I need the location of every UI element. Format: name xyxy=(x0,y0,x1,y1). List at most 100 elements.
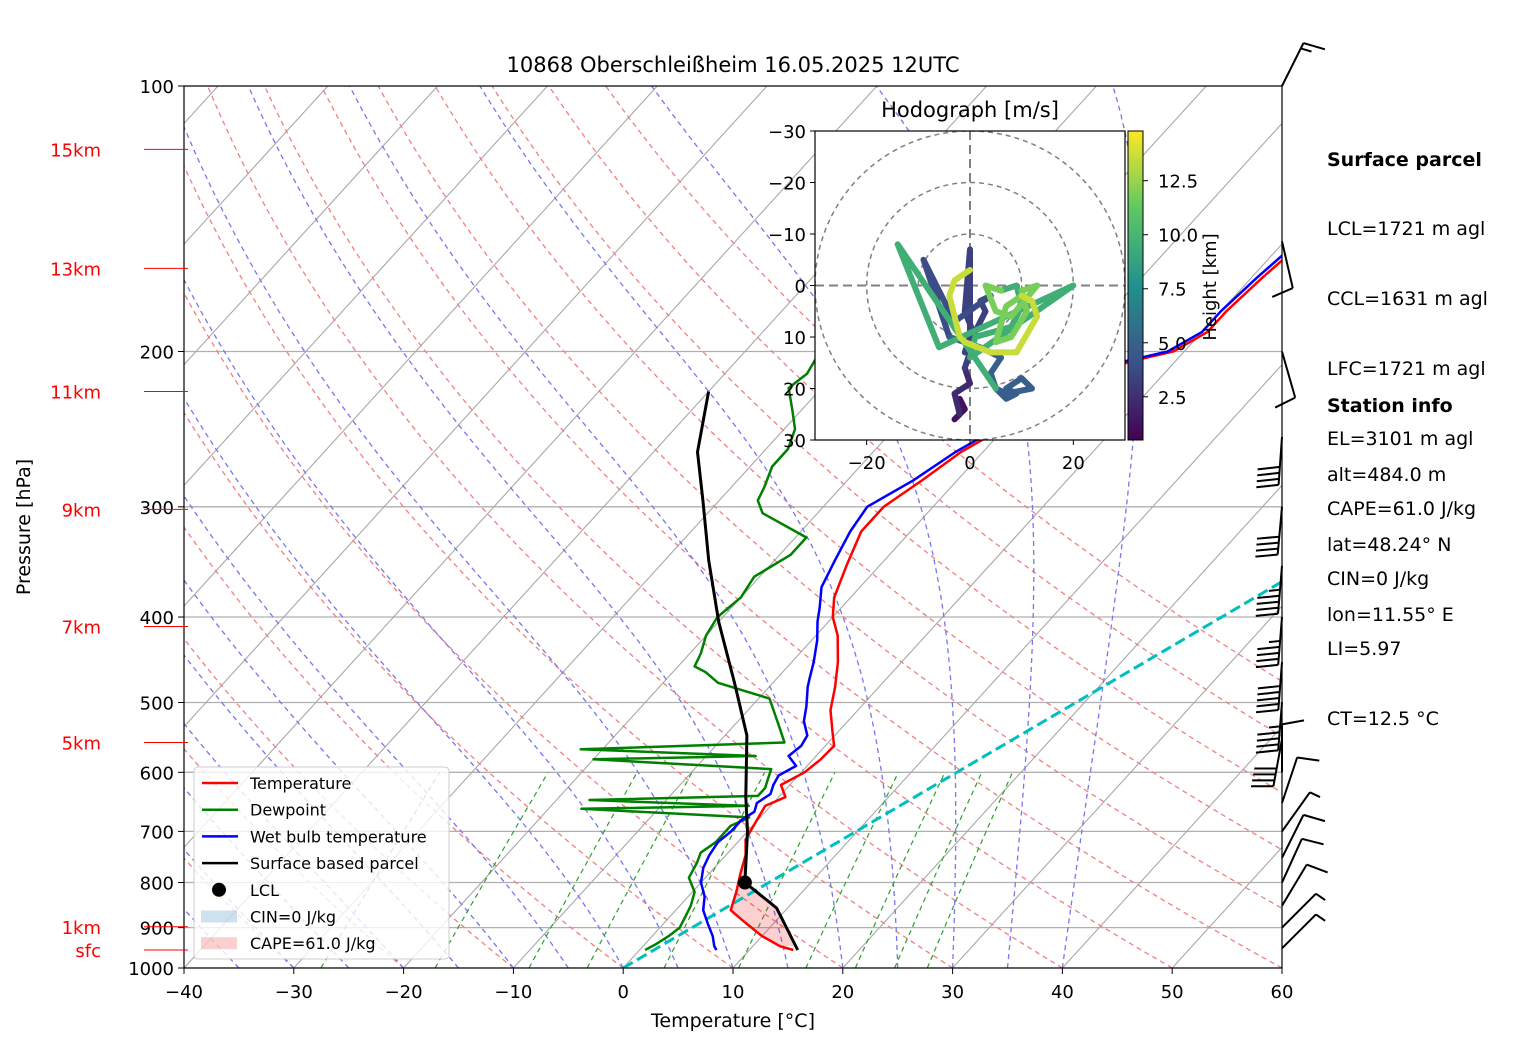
colorbar-label: Height [km] xyxy=(1200,233,1221,340)
station-info-line: lat=48.24° N xyxy=(1327,534,1452,557)
surface-parcel-line: CCL=1631 m agl xyxy=(1327,288,1488,311)
wind-barb-staff xyxy=(1281,892,1317,929)
wind-barb xyxy=(1281,913,1326,950)
mixing-ratio-line xyxy=(663,772,766,968)
wind-barb xyxy=(1281,791,1321,832)
hodograph-y-tick-label: 10 xyxy=(783,328,806,349)
station-info-title: Station info xyxy=(1327,394,1453,417)
hodograph-plot-area xyxy=(815,131,1125,440)
wind-barb-flag xyxy=(1256,651,1280,657)
hodograph-y-tick-label: −30 xyxy=(768,122,806,143)
wind-barb xyxy=(1256,436,1283,489)
wind-barb xyxy=(1255,662,1283,714)
legend-label: Temperature xyxy=(249,774,351,793)
colorbar-tick-label: 2.5 xyxy=(1158,388,1187,409)
wind-barb-flag xyxy=(1256,483,1279,489)
legend-swatch xyxy=(201,937,237,950)
wind-barb xyxy=(1281,813,1326,859)
wind-barb-staff xyxy=(1281,838,1303,883)
legend-swatch xyxy=(212,882,226,897)
wind-barb-flag xyxy=(1274,396,1296,409)
surface-parcel-line: LI=5.97 xyxy=(1327,637,1402,660)
hodograph-y-tick-label: 20 xyxy=(783,380,806,401)
isotherm-gridline xyxy=(184,86,548,487)
colorbar-tick-label: 5.0 xyxy=(1158,334,1187,355)
dry-adiabat xyxy=(263,86,1173,968)
wind-barb xyxy=(1251,738,1283,788)
wind-barb-staff xyxy=(1272,738,1283,787)
legend: Temperature Dewpoint Wet bulb temperature S… xyxy=(193,766,450,960)
wind-barb xyxy=(1281,892,1326,929)
surface-parcel-line xyxy=(696,391,800,951)
wind-barb-staff xyxy=(1277,436,1283,485)
y-tick-label: 600 xyxy=(140,763,174,784)
wind-barb xyxy=(1255,702,1283,754)
wind-barb-staff xyxy=(1277,702,1283,751)
moist-adiabat xyxy=(184,278,679,968)
surface-parcel-title: Surface parcel xyxy=(1327,148,1482,171)
surface-parcel-line: LCL=1721 m agl xyxy=(1327,218,1486,241)
wind-barb-flag xyxy=(1297,756,1320,762)
wind-barb xyxy=(1281,756,1320,804)
wind-barb-flag xyxy=(1257,731,1280,736)
hodograph-trace xyxy=(946,334,1035,402)
dry-adiabat xyxy=(320,86,1282,968)
wind-barb-flag xyxy=(1256,606,1279,611)
wind-barb xyxy=(1281,837,1324,883)
wind-barb-flag xyxy=(1303,42,1326,51)
height-label: 9km xyxy=(62,500,101,521)
hodograph-x-tick-label: −20 xyxy=(848,453,886,474)
wind-barb-flag xyxy=(1256,535,1280,540)
dry-adiabat xyxy=(605,86,1282,683)
wind-barb-flag xyxy=(1268,725,1281,729)
height-label: 15km xyxy=(50,140,101,161)
mixing-ratio-line xyxy=(528,772,638,968)
wind-barb-flag xyxy=(1306,863,1328,874)
wind-barb-flag xyxy=(1256,697,1280,702)
legend-label: Wet bulb temperature xyxy=(250,827,427,846)
x-tick-label: 30 xyxy=(941,982,964,1003)
mixing-ratio-line xyxy=(738,772,836,968)
moist-adiabat xyxy=(875,86,1035,968)
wind-barb-flag xyxy=(1256,743,1279,748)
x-axis-label: Temperature [°C] xyxy=(650,1010,815,1032)
station-info-line: lon=11.55° E xyxy=(1327,604,1454,627)
x-tick-label: 0 xyxy=(617,982,628,1003)
cyan-reference-line xyxy=(622,579,1282,968)
hodograph-x-tick-label: 0 xyxy=(964,453,975,474)
moist-adiabat xyxy=(651,86,957,968)
wind-barb-flag xyxy=(1255,663,1279,669)
wind-barb xyxy=(1255,506,1283,558)
hodograph-trace xyxy=(946,267,1041,356)
moist-adiabat xyxy=(184,494,569,968)
dry-adiabat xyxy=(548,86,1282,738)
wind-barb-flag xyxy=(1268,588,1281,592)
wind-barb-flag xyxy=(1257,465,1280,471)
wind-barb-flag xyxy=(1255,553,1278,558)
wind-barb-flag xyxy=(1257,594,1280,599)
wind-barb-flag xyxy=(1256,737,1280,742)
wind-barb-flag xyxy=(1255,708,1279,714)
legend-label: CIN=0 J/kg xyxy=(250,908,336,927)
hodograph-trace xyxy=(961,246,994,371)
hodograph-title: Hodograph [m/s] xyxy=(881,98,1059,122)
hodograph-y-tick-label: −10 xyxy=(768,225,806,246)
surface-parcel-line: CT=12.5 °C xyxy=(1327,707,1439,730)
wind-barb-staff xyxy=(1277,616,1283,665)
moist-adiabat xyxy=(479,86,899,968)
x-tick-label: −10 xyxy=(494,982,532,1003)
colorbar-tick-label: 10.0 xyxy=(1158,226,1198,247)
cape-area xyxy=(731,797,796,947)
hodograph-trace xyxy=(951,364,973,418)
wind-barb-flag xyxy=(1257,691,1280,696)
dry-adiabat xyxy=(184,291,844,968)
isotherm-gridline xyxy=(732,363,1282,968)
isotherm-gridline xyxy=(952,605,1282,968)
hodograph-y-tick-label: 0 xyxy=(795,277,806,298)
x-tick-label: −30 xyxy=(275,982,313,1003)
wind-barb-staff xyxy=(1276,506,1283,555)
height-label: 13km xyxy=(50,259,101,280)
dry-adiabat xyxy=(184,164,953,968)
wind-barb xyxy=(1281,719,1305,773)
